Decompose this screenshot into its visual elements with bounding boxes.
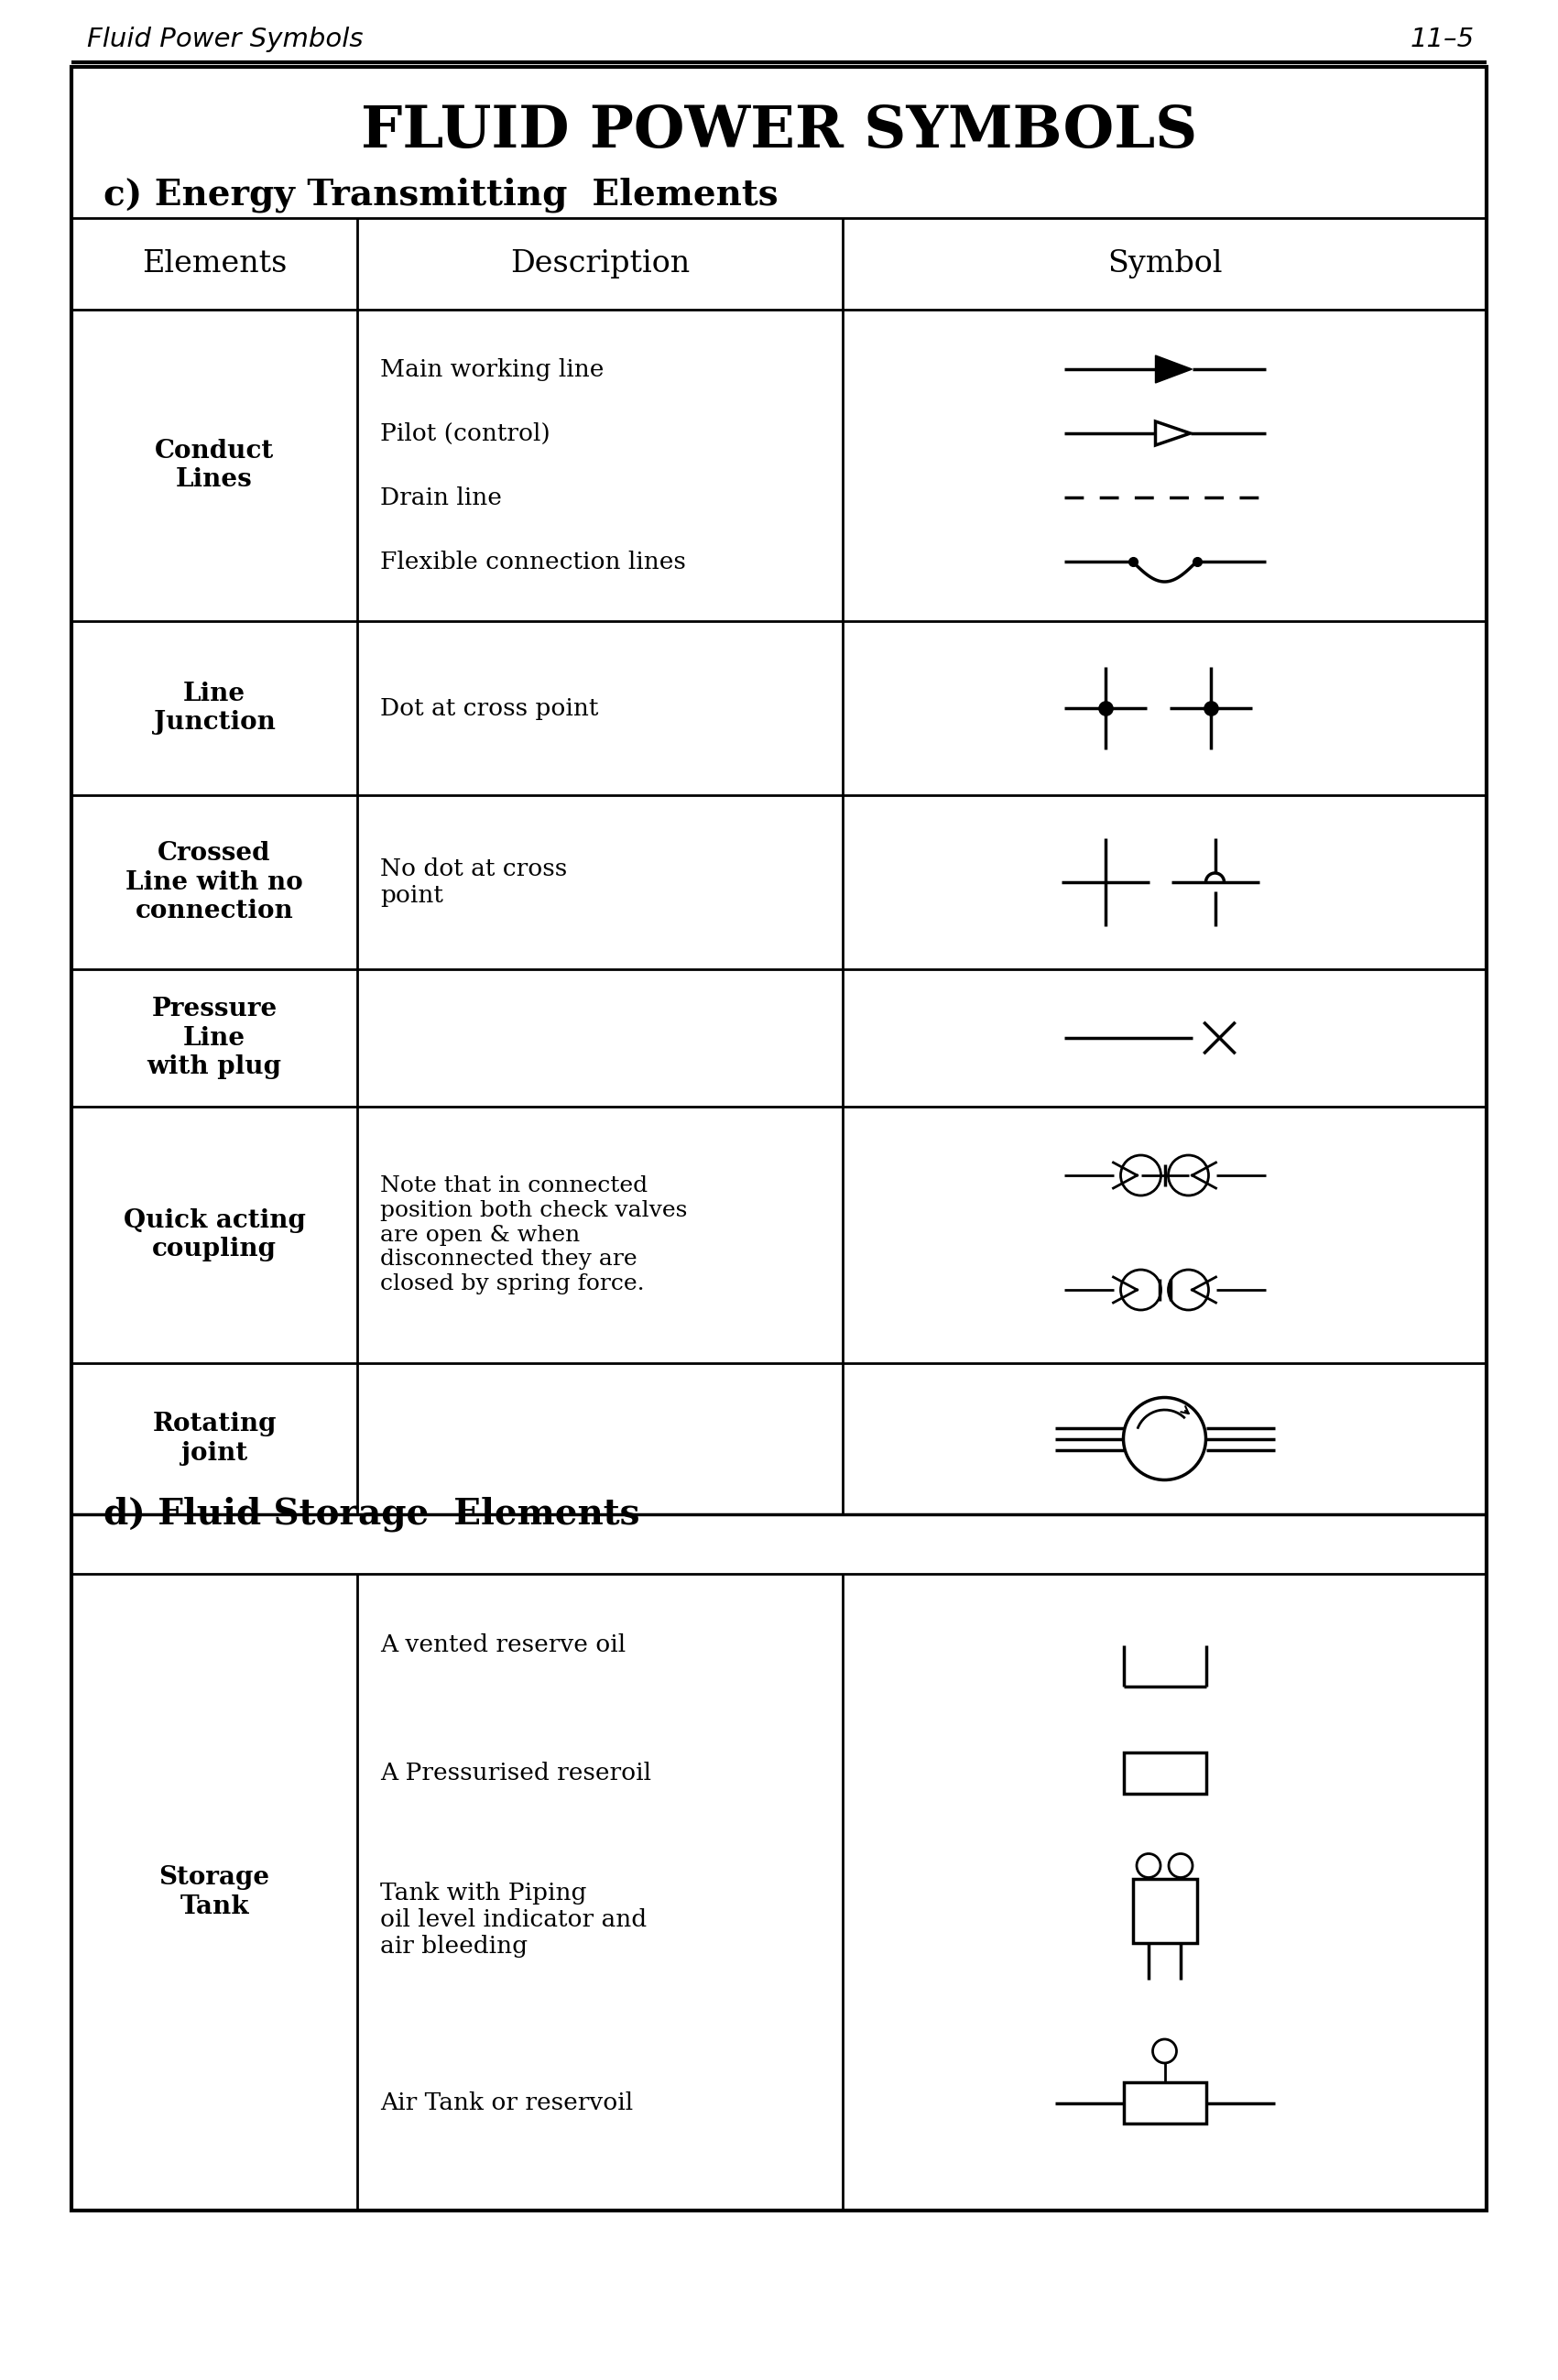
Text: Drain line: Drain line xyxy=(380,486,502,509)
Text: A Pressurised reseroil: A Pressurised reseroil xyxy=(380,1761,651,1785)
Text: Dot at cross point: Dot at cross point xyxy=(380,697,598,719)
Text: Crossed
Line with no
connection: Crossed Line with no connection xyxy=(126,840,304,923)
Bar xyxy=(1123,2082,1206,2123)
Text: c) Energy Transmitting  Elements: c) Energy Transmitting Elements xyxy=(103,178,777,212)
Text: Pressure
Line
with plug: Pressure Line with plug xyxy=(146,997,282,1078)
Text: Conduct
Lines: Conduct Lines xyxy=(154,438,274,493)
Text: Symbol: Symbol xyxy=(1108,250,1221,278)
Text: Note that in connected
position both check valves
are open & when
disconnected t: Note that in connected position both che… xyxy=(380,1176,687,1295)
Polygon shape xyxy=(1156,355,1192,383)
Text: 11–5: 11–5 xyxy=(1410,26,1475,52)
Text: A vented reserve oil: A vented reserve oil xyxy=(380,1633,626,1656)
Text: Description: Description xyxy=(509,250,690,278)
Text: Line
Junction: Line Junction xyxy=(154,681,276,735)
Text: Pilot (control): Pilot (control) xyxy=(380,421,550,445)
Text: Quick acting
coupling: Quick acting coupling xyxy=(123,1209,305,1261)
Bar xyxy=(1133,1878,1197,1942)
Text: No dot at cross
point: No dot at cross point xyxy=(380,857,567,907)
Text: Storage
Tank: Storage Tank xyxy=(159,1866,270,1918)
Text: Fluid Power Symbols: Fluid Power Symbols xyxy=(87,26,363,52)
Polygon shape xyxy=(1156,421,1190,445)
Text: FLUID POWER SYMBOLS: FLUID POWER SYMBOLS xyxy=(361,102,1197,159)
Text: Elements: Elements xyxy=(142,250,287,278)
Text: d) Fluid Storage  Elements: d) Fluid Storage Elements xyxy=(103,1497,640,1533)
Text: Rotating
joint: Rotating joint xyxy=(153,1411,276,1466)
Bar xyxy=(1123,1752,1206,1795)
Text: Main working line: Main working line xyxy=(380,357,605,381)
Text: Air Tank or reservoil: Air Tank or reservoil xyxy=(380,2092,633,2113)
Text: Tank with Piping
oil level indicator and
air bleeding: Tank with Piping oil level indicator and… xyxy=(380,1883,647,1959)
Text: Flexible connection lines: Flexible connection lines xyxy=(380,550,686,574)
